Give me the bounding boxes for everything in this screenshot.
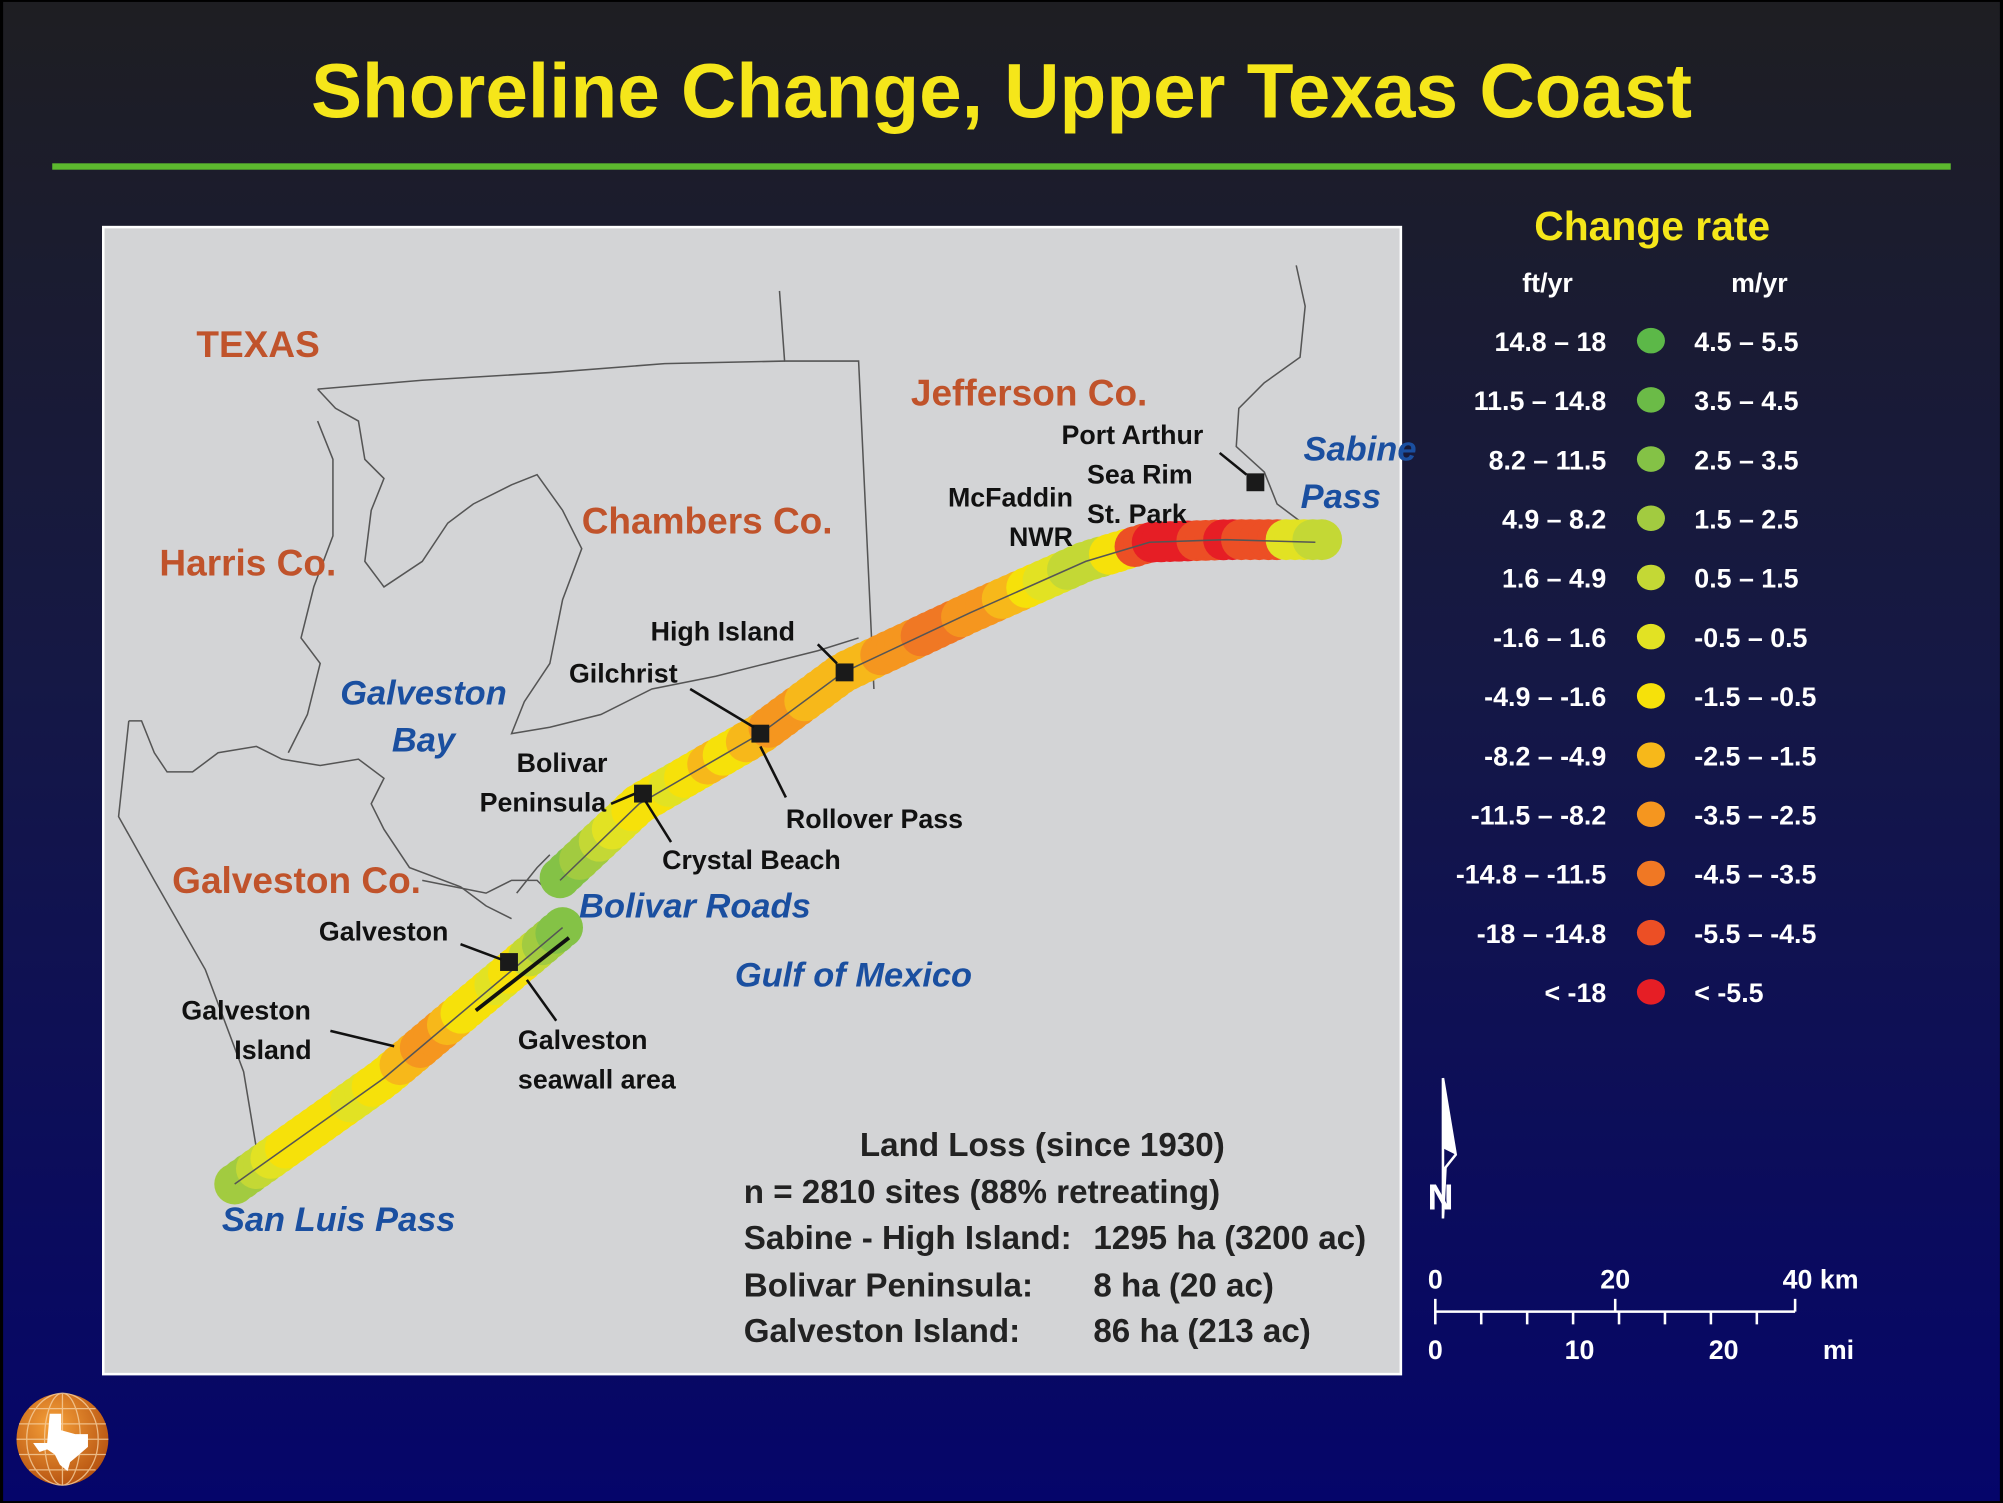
label-sabine-pass-1: Sabine <box>1304 431 1417 469</box>
land-loss-value: 86 ha (213 ac) <box>1093 1313 1311 1350</box>
texas-globe-logo <box>16 1392 109 1486</box>
land-loss-summary: n = 2810 sites (88% retreating) <box>744 1174 1220 1211</box>
map-panel: TEXAS Jefferson Co. Chambers Co. Harris … <box>101 225 1417 1376</box>
legend-ft-range: -8.2 – -4.9 <box>1484 741 1606 771</box>
scale-mi-20: 20 <box>1709 1335 1739 1365</box>
label-galveston-bay-1: Galveston <box>340 674 507 712</box>
label-seawall-1: Galveston <box>518 1025 648 1055</box>
county-outlines <box>117 265 1306 1149</box>
land-loss-value: 1295 ha (3200 ac) <box>1093 1220 1366 1257</box>
land-loss-label: Sabine - High Island: <box>744 1220 1072 1257</box>
legend-title: Change rate <box>1534 203 1770 249</box>
land-loss-box: Land Loss (since 1930) n = 2810 sites (8… <box>744 1127 1366 1350</box>
land-loss-label: Bolivar Peninsula: <box>744 1267 1033 1304</box>
label-mcfaddin-2: NWR <box>1009 522 1073 552</box>
label-galveston-island-2: Island <box>234 1035 311 1065</box>
label-mcfaddin-1: McFaddin <box>948 483 1073 513</box>
scale-km-40: 40 km <box>1783 1265 1859 1295</box>
legend-swatch <box>1636 742 1665 768</box>
legend-ft-range: -4.9 – -1.6 <box>1484 682 1606 712</box>
scale-mi-unit: mi <box>1823 1335 1854 1365</box>
label-bolivar-1: Bolivar <box>517 748 608 778</box>
label-harris-co: Harris Co. <box>159 542 336 583</box>
shoreline-site-dot <box>1301 519 1343 561</box>
slide-title: Shoreline Change, Upper Texas Coast <box>311 49 1692 134</box>
legend-ft-range: -1.6 – 1.6 <box>1493 623 1606 653</box>
legend-m-range: -5.5 – -4.5 <box>1694 919 1816 949</box>
legend-m-range: -4.5 – -3.5 <box>1694 860 1816 890</box>
legend-m-range: 2.5 – 3.5 <box>1694 445 1798 475</box>
legend-swatch <box>1636 623 1665 650</box>
legend-m-range: 1.5 – 2.5 <box>1694 504 1798 534</box>
legend-swatch <box>1636 860 1665 887</box>
legend-swatch <box>1636 801 1665 828</box>
place-markers <box>500 473 1265 971</box>
scale-mi-10: 10 <box>1565 1335 1595 1365</box>
legend-swatch <box>1636 505 1665 532</box>
legend-m-range: 3.5 – 4.5 <box>1694 386 1798 416</box>
land-loss-value: 8 ha (20 ac) <box>1093 1267 1274 1304</box>
label-galveston-co: Galveston Co. <box>172 860 421 901</box>
scale-mi-0: 0 <box>1428 1335 1443 1365</box>
legend-swatch <box>1636 446 1665 472</box>
legend-ft-range: 8.2 – 11.5 <box>1489 445 1607 475</box>
legend-m-range: -2.5 – -1.5 <box>1694 741 1816 771</box>
land-loss-label: Galveston Island: <box>744 1313 1020 1350</box>
legend-swatch <box>1636 564 1665 591</box>
label-galveston-island-1: Galveston <box>181 995 311 1025</box>
legend-m-range: -3.5 – -2.5 <box>1694 800 1816 830</box>
label-galveston-bay-2: Bay <box>392 722 457 760</box>
legend-ft-range: 11.5 – 14.8 <box>1474 386 1607 416</box>
north-label: N <box>1428 1178 1454 1218</box>
legend-ft-range: -11.5 – -8.2 <box>1471 800 1607 830</box>
legend-swatch <box>1636 919 1665 946</box>
legend-swatch <box>1636 327 1665 354</box>
legend-m-range: < -5.5 <box>1694 978 1763 1008</box>
label-san-luis-pass: San Luis Pass <box>222 1201 456 1239</box>
legend-swatch <box>1636 683 1665 709</box>
label-sea-rim-1: Sea Rim <box>1087 460 1193 490</box>
scale-km-20: 20 <box>1600 1265 1630 1295</box>
legend-ft-range: < -18 <box>1544 978 1606 1008</box>
legend-m-range: -1.5 – -0.5 <box>1694 682 1816 712</box>
label-chambers-co: Chambers Co. <box>582 500 833 541</box>
leader-lines <box>330 451 1248 1048</box>
label-bolivar-2: Peninsula <box>480 787 608 817</box>
label-seawall-2: seawall area <box>518 1064 677 1094</box>
scale-km-0: 0 <box>1428 1265 1443 1295</box>
label-crystal-beach: Crystal Beach <box>662 845 841 875</box>
legend-m-range: -0.5 – 0.5 <box>1694 623 1807 653</box>
scale-bar <box>1434 1298 1797 1325</box>
legend-ft-range: -14.8 – -11.5 <box>1456 860 1606 890</box>
legend-ft-range: 4.9 – 8.2 <box>1502 504 1606 534</box>
title-rule <box>52 163 1951 170</box>
label-high-island: High Island <box>651 616 795 646</box>
label-rollover-pass: Rollover Pass <box>786 804 963 834</box>
legend-m-range: 0.5 – 1.5 <box>1694 564 1798 594</box>
legend-ft-range: 1.6 – 4.9 <box>1502 564 1606 594</box>
label-port-arthur: Port Arthur <box>1061 420 1203 450</box>
label-galveston: Galveston <box>319 916 449 946</box>
legend-unit-ft: ft/yr <box>1522 268 1573 298</box>
label-jefferson-co: Jefferson Co. <box>911 373 1147 414</box>
label-sabine-pass-2: Pass <box>1301 478 1381 516</box>
legend-unit-m: m/yr <box>1731 268 1788 298</box>
label-bolivar-roads: Bolivar Roads <box>579 887 811 925</box>
seawall-line <box>474 936 571 1013</box>
legend-ft-range: -18 – -14.8 <box>1477 919 1607 949</box>
legend: Change rate ft/yr m/yr 14.8 – 18 4.5 – 5.… <box>1456 203 1817 1008</box>
legend-ft-range: 14.8 – 18 <box>1495 327 1607 357</box>
legend-swatch <box>1636 979 1665 1005</box>
label-gilchrist: Gilchrist <box>569 659 678 689</box>
legend-swatch <box>1636 387 1665 413</box>
label-texas: TEXAS <box>196 324 319 365</box>
legend-m-range: 4.5 – 5.5 <box>1694 327 1798 357</box>
label-gulf-of-mexico: Gulf of Mexico <box>735 956 972 994</box>
label-sea-rim-2: St. Park <box>1087 499 1187 529</box>
land-loss-title: Land Loss (since 1930) <box>860 1127 1225 1164</box>
north-arrow: N <box>1428 1077 1458 1219</box>
